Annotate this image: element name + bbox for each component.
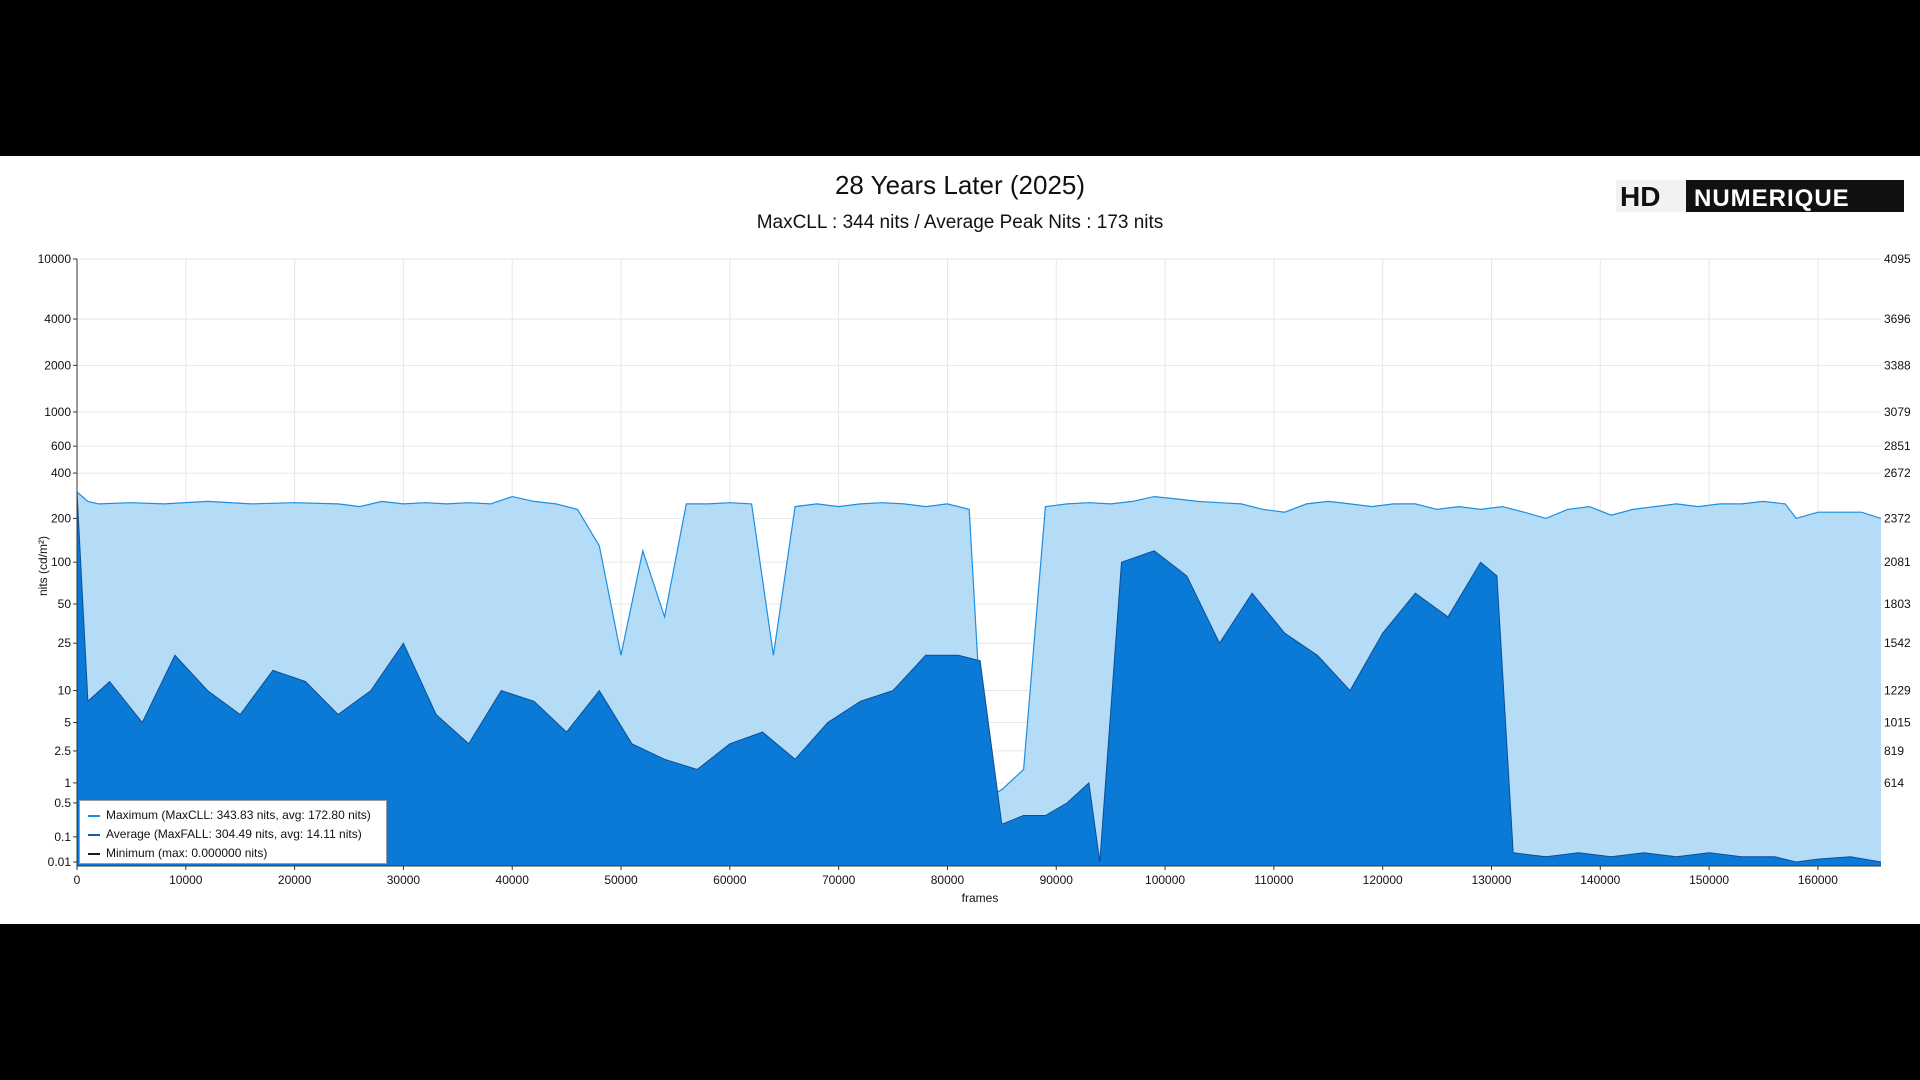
legend-label-average: Average (MaxFALL: 304.49 nits, avg: 14.1… xyxy=(106,827,362,841)
right-axis-code-label: 819 xyxy=(1884,744,1904,758)
y-tick-label: 1 xyxy=(64,776,71,790)
chart-subtitle: MaxCLL : 344 nits / Average Peak Nits : … xyxy=(756,212,1164,233)
x-tick-label: 50000 xyxy=(604,873,638,887)
y-axis-label: nits (cd/m²) xyxy=(36,536,50,596)
right-axis-code-label: 1015 xyxy=(1884,716,1911,730)
legend-item-average: Average (MaxFALL: 304.49 nits, avg: 14.1… xyxy=(88,826,362,842)
hd-numerique-logo: HD NUMERIQUE xyxy=(1616,180,1904,212)
axes: 0.01 0.1 0.5 1 2.5 5 10 25 50 100 200 400 600 1000 200… xyxy=(38,252,1911,887)
y-tick-label: 10000 xyxy=(38,252,72,266)
x-tick-label: 20000 xyxy=(278,873,312,887)
chart-panel: 0.01 0.1 0.5 1 2.5 5 10 25 50 100 200 400 600 1000 200… xyxy=(0,156,1920,924)
right-axis-code-label: 1542 xyxy=(1884,636,1911,650)
y-tick-label: 2000 xyxy=(44,358,71,372)
x-tick-label: 110000 xyxy=(1254,873,1293,887)
right-axis-code-label: 2081 xyxy=(1884,555,1911,569)
y-tick-label: 1000 xyxy=(44,405,71,419)
y-tick-label: 50 xyxy=(58,597,72,611)
y-tick-label: 5 xyxy=(64,716,71,730)
legend: Maximum (MaxCLL: 343.83 nits, avg: 172.8… xyxy=(79,800,387,864)
y-tick-label: 200 xyxy=(51,511,71,525)
x-tick-label: 10000 xyxy=(169,873,203,887)
right-axis-code-label: 1229 xyxy=(1884,684,1911,698)
svg-text:NUMERIQUE: NUMERIQUE xyxy=(1694,185,1850,212)
right-axis-code-label: 3079 xyxy=(1884,405,1911,419)
x-tick-label: 60000 xyxy=(713,873,747,887)
y-tick-label: 0.01 xyxy=(48,855,72,869)
y-tick-label: 0.5 xyxy=(54,796,71,810)
y-tick-label: 2.5 xyxy=(54,744,71,758)
legend-swatch-maximum xyxy=(88,814,100,817)
y-tick-label: 25 xyxy=(58,636,72,650)
x-tick-label: 30000 xyxy=(387,873,421,887)
x-tick-label: 100000 xyxy=(1145,873,1185,887)
x-tick-label: 90000 xyxy=(1040,873,1074,887)
legend-label-maximum: Maximum (MaxCLL: 343.83 nits, avg: 172.8… xyxy=(106,808,371,822)
y-tick-label: 0.1 xyxy=(54,830,71,844)
svg-text:HD: HD xyxy=(1620,181,1660,212)
legend-item-minimum: Minimum (max: 0.000000 nits) xyxy=(88,845,267,861)
right-axis-code-label: 2372 xyxy=(1884,511,1911,525)
right-axis-code-label: 2672 xyxy=(1884,466,1911,480)
x-tick-label: 140000 xyxy=(1580,873,1620,887)
right-axis-code-label: 2851 xyxy=(1884,439,1911,453)
y-tick-label: 100 xyxy=(51,555,71,569)
legend-swatch-average xyxy=(88,833,100,836)
y-tick-label: 600 xyxy=(51,439,71,453)
x-tick-label: 0 xyxy=(74,873,81,887)
series-average-area xyxy=(77,492,1881,866)
y-tick-label: 400 xyxy=(51,466,71,480)
right-axis-code-label: 1803 xyxy=(1884,597,1911,611)
x-tick-label: 150000 xyxy=(1689,873,1729,887)
series-average-line xyxy=(76,491,1882,863)
legend-item-maximum: Maximum (MaxCLL: 343.83 nits, avg: 172.8… xyxy=(88,807,371,823)
right-axis-code-label: 3696 xyxy=(1884,312,1911,326)
x-tick-label: 40000 xyxy=(496,873,530,887)
right-axis-code-label: 614 xyxy=(1884,776,1904,790)
series-maximum-line xyxy=(76,491,1882,799)
x-tick-label: 120000 xyxy=(1363,873,1403,887)
legend-swatch-minimum xyxy=(88,852,100,855)
y-tick-label: 10 xyxy=(58,684,72,698)
x-axis-label: frames xyxy=(962,891,999,905)
right-axis-code-label: 4095 xyxy=(1884,252,1911,266)
legend-label-minimum: Minimum (max: 0.000000 nits) xyxy=(106,846,268,860)
right-axis-code-label: 3388 xyxy=(1884,358,1911,372)
x-tick-label: 160000 xyxy=(1798,873,1838,887)
x-tick-label: 80000 xyxy=(931,873,965,887)
chart-title: 28 Years Later (2025) xyxy=(834,170,1086,200)
x-tick-label: 130000 xyxy=(1471,873,1511,887)
x-tick-label: 70000 xyxy=(822,873,856,887)
y-tick-label: 4000 xyxy=(44,312,71,326)
plot-area: 0.01 0.1 0.5 1 2.5 5 10 25 50 100 200 400 600 1000 200… xyxy=(36,252,1911,905)
